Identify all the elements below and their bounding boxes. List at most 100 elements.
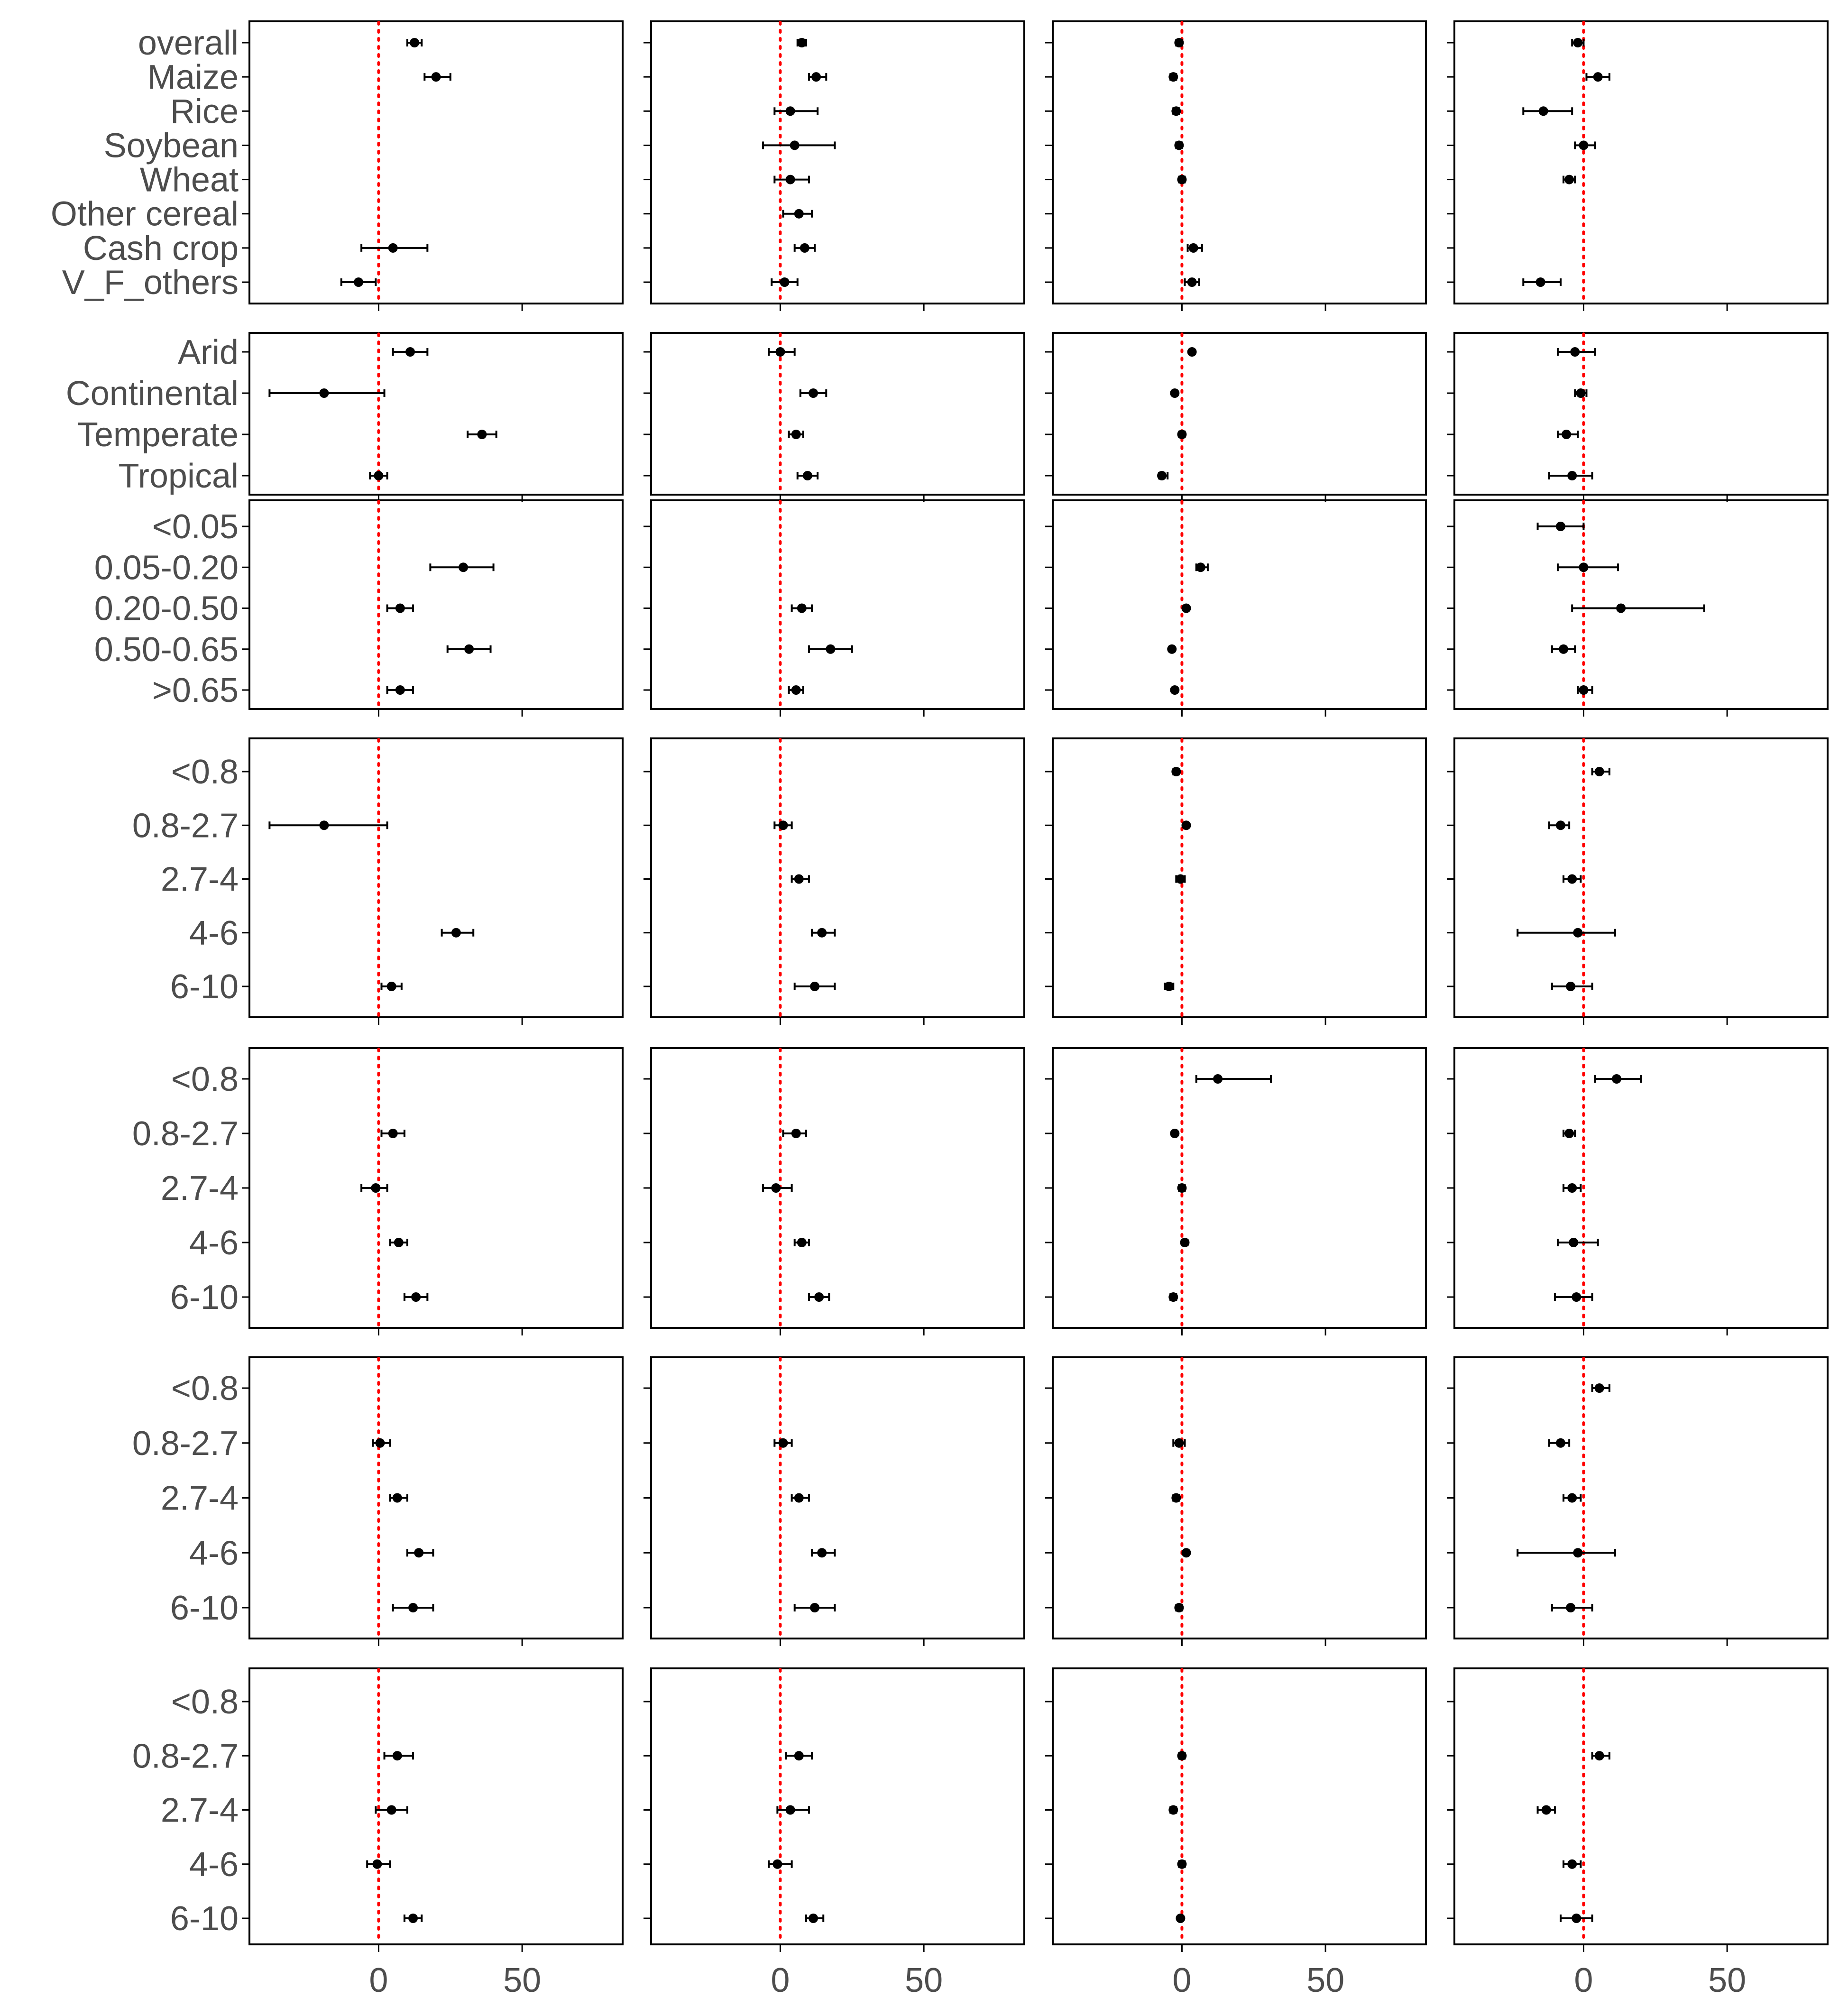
point-estimate bbox=[791, 430, 801, 439]
panel-7-3 bbox=[1045, 1667, 1427, 1952]
estimate-6-10 bbox=[1168, 1292, 1178, 1302]
point-estimate bbox=[802, 471, 812, 480]
point-estimate bbox=[1555, 522, 1565, 531]
point-estimate bbox=[1576, 388, 1586, 398]
point-estimate bbox=[1170, 388, 1180, 398]
panel-frame bbox=[248, 20, 624, 304]
estimate-4-6 bbox=[366, 1859, 391, 1869]
estimate-0.8-2.7 bbox=[1563, 1129, 1576, 1138]
estimate-0.20-0.50 bbox=[1181, 603, 1191, 613]
estimate-Arid bbox=[1187, 347, 1197, 357]
panel-frame bbox=[1052, 20, 1427, 304]
category-label: Maize bbox=[147, 58, 239, 96]
point-estimate bbox=[1572, 1914, 1581, 1923]
point-estimate bbox=[1555, 1438, 1565, 1448]
estimate->0.65 bbox=[386, 685, 414, 695]
estimate-Continental bbox=[1574, 388, 1588, 398]
point-estimate bbox=[1177, 1751, 1187, 1761]
point-estimate bbox=[386, 1805, 396, 1815]
panel-frame bbox=[1052, 499, 1427, 710]
point-estimate bbox=[1171, 767, 1181, 776]
point-estimate bbox=[1164, 982, 1174, 991]
panel-1-2 bbox=[644, 20, 1025, 311]
estimate-2.7-4 bbox=[375, 1805, 408, 1815]
estimate-Continental bbox=[799, 388, 827, 398]
point-estimate bbox=[1573, 928, 1583, 938]
estimate-Arid bbox=[1556, 347, 1596, 357]
category-label: <0.8 bbox=[171, 1060, 239, 1098]
category-label: Tropical bbox=[119, 457, 239, 495]
panel-3-4 bbox=[1447, 499, 1829, 717]
panel-4-3 bbox=[1045, 737, 1427, 1025]
estimate-6-10 bbox=[1554, 1292, 1593, 1302]
panel-frame bbox=[248, 1667, 624, 1945]
point-estimate bbox=[1594, 1751, 1604, 1761]
panel-frame bbox=[248, 332, 624, 496]
panel-frame bbox=[248, 499, 624, 710]
point-estimate bbox=[374, 471, 384, 480]
estimate-2.7-4 bbox=[762, 1183, 793, 1193]
estimate-Wheat bbox=[773, 175, 810, 184]
estimate-6-10 bbox=[1174, 1603, 1184, 1612]
point-estimate bbox=[1559, 644, 1569, 654]
estimate-overall bbox=[796, 38, 807, 47]
point-estimate bbox=[1177, 430, 1187, 439]
estimate-Cash crop bbox=[793, 243, 816, 253]
estimate-4-6 bbox=[1180, 1238, 1190, 1247]
panel-4-1 bbox=[248, 737, 624, 1025]
point-estimate bbox=[794, 1751, 804, 1761]
point-estimate bbox=[1566, 1603, 1576, 1612]
category-label: Other cereal bbox=[51, 195, 239, 233]
point-estimate bbox=[794, 209, 804, 219]
point-estimate bbox=[395, 603, 405, 613]
point-estimate bbox=[1171, 106, 1181, 116]
category-label: Continental bbox=[66, 375, 239, 413]
point-estimate bbox=[414, 1548, 424, 1558]
estimate-2.7-4 bbox=[1563, 874, 1582, 884]
point-estimate bbox=[1567, 1859, 1577, 1869]
x-tick-label: 0 bbox=[369, 1961, 388, 1999]
panel-frame bbox=[650, 737, 1025, 1018]
point-estimate bbox=[1168, 1292, 1178, 1302]
category-label: 2.7-4 bbox=[161, 1169, 239, 1207]
point-estimate bbox=[392, 1751, 402, 1761]
point-estimate bbox=[1612, 1074, 1622, 1084]
estimate-Soybean bbox=[762, 140, 836, 150]
panel-6-1 bbox=[248, 1356, 624, 1646]
category-label: Wheat bbox=[140, 161, 239, 199]
category-label: <0.8 bbox=[171, 1683, 239, 1721]
point-estimate bbox=[1188, 243, 1198, 253]
point-estimate bbox=[459, 562, 469, 572]
estimate-2.7-4 bbox=[1168, 1805, 1178, 1815]
estimate-Tropical bbox=[369, 471, 388, 480]
estimate-4-6 bbox=[1177, 1859, 1187, 1869]
estimate-Temperate bbox=[1177, 430, 1187, 439]
point-estimate bbox=[464, 644, 474, 654]
category-label: 0.8-2.7 bbox=[132, 807, 239, 845]
estimate-0.8-2.7 bbox=[268, 820, 388, 830]
estimate-V_F_others bbox=[771, 277, 799, 287]
point-estimate bbox=[1174, 140, 1184, 150]
panel-frame bbox=[650, 1356, 1025, 1639]
category-label: V_F_others bbox=[62, 264, 239, 302]
point-estimate bbox=[1170, 685, 1180, 695]
estimate-0.8-2.7 bbox=[782, 1129, 807, 1138]
point-estimate bbox=[1555, 820, 1565, 830]
panel-1-1 bbox=[248, 20, 624, 311]
panel-3-3 bbox=[1045, 499, 1427, 717]
point-estimate bbox=[1562, 430, 1572, 439]
estimate-2.7-4 bbox=[1175, 874, 1186, 884]
estimate-6-10 bbox=[403, 1914, 423, 1923]
panel-2-2 bbox=[644, 332, 1025, 502]
category-label: <0.8 bbox=[171, 753, 239, 791]
point-estimate bbox=[790, 140, 800, 150]
point-estimate bbox=[772, 1859, 782, 1869]
estimate-6-10 bbox=[1551, 982, 1593, 991]
point-estimate bbox=[394, 1238, 404, 1247]
estimate-0.05-0.20 bbox=[1556, 562, 1619, 572]
point-estimate bbox=[1187, 347, 1197, 357]
panel-frame bbox=[1052, 1047, 1427, 1329]
point-estimate bbox=[392, 1493, 402, 1503]
point-estimate bbox=[1181, 820, 1191, 830]
